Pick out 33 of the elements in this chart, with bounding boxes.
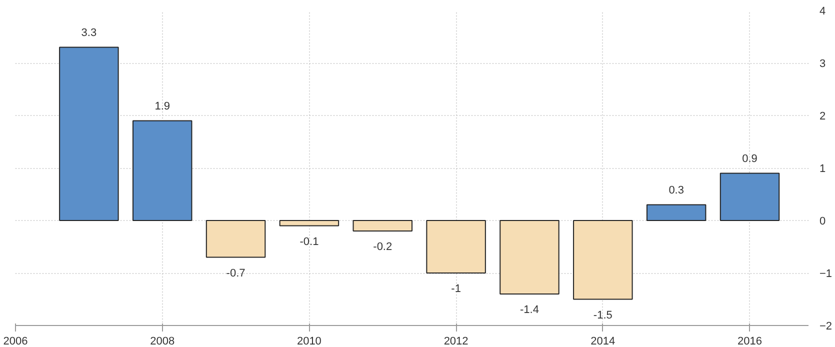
bar (646, 204, 706, 221)
y-tick-label: 4 (820, 6, 826, 18)
bar (573, 220, 633, 300)
bar (500, 220, 560, 294)
data-label: -1 (451, 283, 461, 296)
bar (426, 220, 486, 274)
bar (206, 220, 266, 258)
data-label: 1.9 (154, 100, 170, 113)
y-tick-label: −1 (820, 268, 832, 280)
y-tick-label: 3 (820, 58, 826, 70)
data-label: 0.3 (668, 184, 684, 197)
bar (59, 46, 119, 221)
y-tick-label: 1 (820, 163, 826, 175)
bar (132, 120, 192, 221)
bar (279, 220, 340, 226)
data-label: 3.3 (81, 27, 97, 40)
bar (720, 172, 780, 221)
y-tick-label: −2 (820, 320, 832, 332)
x-tick-label: 2010 (296, 336, 322, 347)
data-label: -1.4 (520, 304, 539, 316)
x-tick-label: 2008 (150, 336, 175, 347)
bar (352, 220, 412, 232)
data-label: -0.2 (373, 241, 392, 254)
x-tick-label: 2016 (738, 336, 762, 347)
data-label: -1.5 (593, 309, 612, 322)
x-tick-label: 2006 (3, 336, 28, 347)
y-tick-label: 2 (820, 110, 826, 122)
y-tick-label: 0 (820, 216, 826, 228)
x-tick-label: 2014 (590, 336, 616, 347)
data-label: -0.1 (300, 236, 319, 248)
data-label: -0.7 (226, 267, 246, 280)
data-label: 0.9 (742, 153, 758, 166)
x-tick-label: 2012 (444, 336, 468, 347)
